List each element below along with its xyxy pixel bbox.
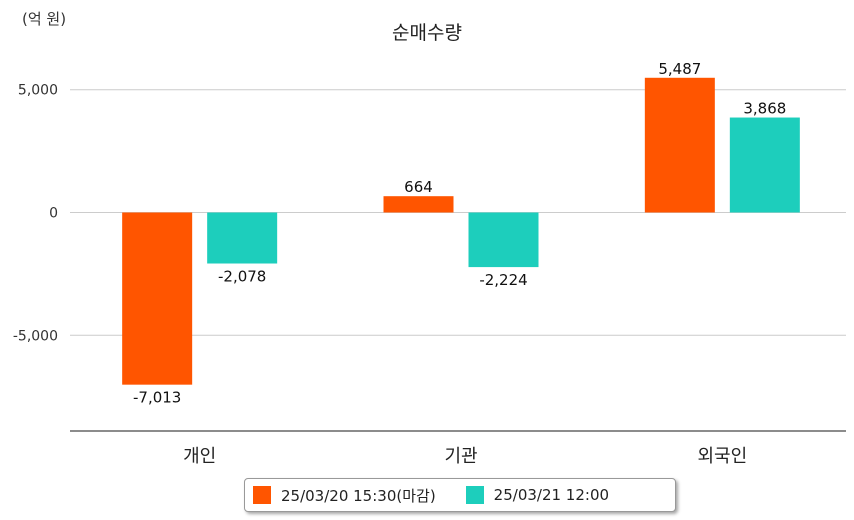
legend: 25/03/20 15:30(마감) 25/03/21 12:00 [244, 478, 676, 512]
data-label: 3,868 [743, 100, 786, 118]
axis-layer: 5,000 0 -5,000 개인 기관 외국인 [13, 83, 846, 467]
y-tick-label: 5,000 [18, 83, 58, 99]
bars-layer [122, 77, 800, 385]
bar[interactable] [383, 196, 454, 213]
bar[interactable] [644, 77, 715, 213]
legend-item-series-2[interactable]: 25/03/21 12:00 [465, 486, 610, 504]
bar[interactable] [122, 212, 193, 385]
chart-title: 순매수량 [392, 22, 462, 44]
legend-label-series-1: 25/03/20 15:30(마감) [281, 486, 436, 505]
legend-swatch-series-2 [465, 486, 484, 504]
bar[interactable] [729, 117, 800, 213]
bar[interactable] [207, 212, 278, 264]
labels-layer: -7,013 -2,078 664 -2,224 5,487 3,868 [133, 60, 786, 407]
y-tick-label: -5,000 [13, 328, 58, 344]
data-label: 664 [404, 178, 433, 196]
data-label: -2,078 [218, 268, 266, 286]
legend-item-series-1[interactable]: 25/03/20 15:30(마감) [253, 485, 436, 506]
grid-layer [70, 89, 846, 336]
x-tick-label: 개인 [183, 446, 216, 467]
legend-swatch-series-1 [253, 486, 271, 504]
data-label: -2,224 [479, 271, 527, 289]
data-label: -7,013 [133, 389, 181, 407]
data-label: 5,487 [658, 60, 701, 78]
x-tick-label: 외국인 [697, 446, 747, 467]
legend-label-series-2: 25/03/21 12:00 [493, 486, 610, 504]
x-tick-label: 기관 [444, 446, 477, 467]
unit-label: (억 원) [22, 10, 67, 28]
y-tick-label: 0 [49, 205, 58, 221]
bar[interactable] [468, 212, 539, 268]
